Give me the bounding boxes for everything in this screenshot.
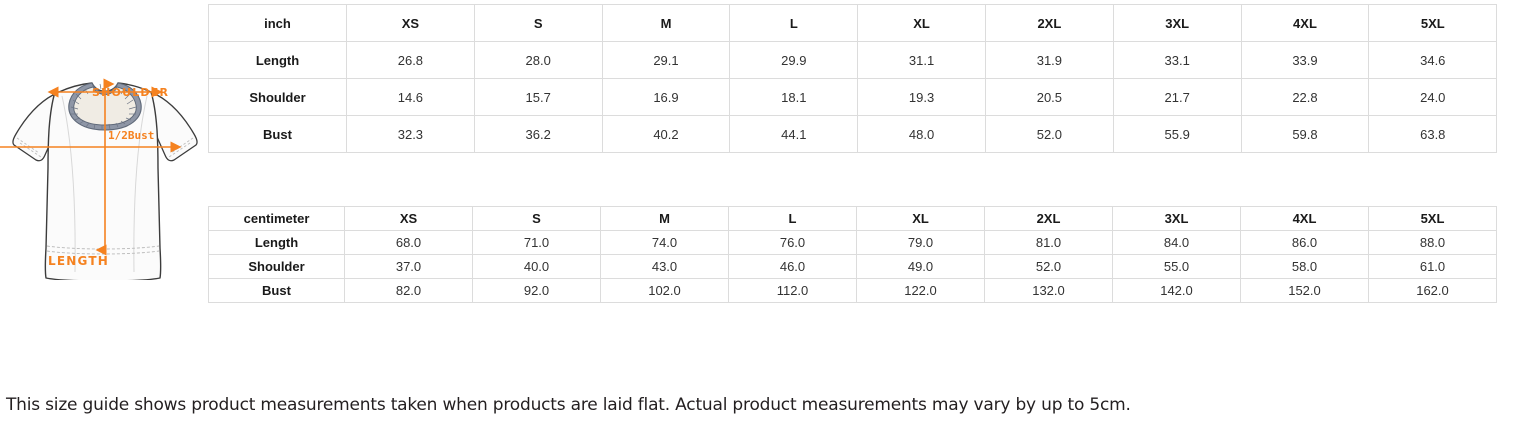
size-header-xl: XL — [856, 206, 985, 231]
row-label-bust: Bust — [208, 115, 347, 153]
cell-bust-3xl: 55.9 — [1112, 115, 1242, 153]
cell-length-m: 29.1 — [601, 41, 731, 79]
cell-length-xl: 79.0 — [856, 230, 985, 255]
cell-length-xl: 31.1 — [857, 41, 986, 79]
cell-bust-m: 102.0 — [600, 278, 729, 303]
size-header-xl: XL — [857, 4, 986, 42]
cell-length-2xl: 81.0 — [984, 230, 1113, 255]
cell-bust-xs: 32.3 — [346, 115, 475, 153]
size-header-xs: XS — [346, 4, 475, 42]
cell-length-l: 76.0 — [728, 230, 857, 255]
unit-header-inch: inch — [208, 4, 347, 42]
size-header-4xl: 4XL — [1240, 4, 1370, 42]
cell-bust-l: 112.0 — [728, 278, 857, 303]
cell-bust-xs: 82.0 — [344, 278, 473, 303]
row-label-shoulder: Shoulder — [208, 78, 347, 116]
size-header-2xl: 2XL — [984, 206, 1113, 231]
cell-shoulder-xl: 49.0 — [856, 254, 985, 279]
unit-header-centimeter: centimeter — [208, 206, 345, 231]
size-header-3xl: 3XL — [1112, 4, 1242, 42]
cell-shoulder-l: 46.0 — [728, 254, 857, 279]
size-table-centimeter-body: centimeter XS S M L XL 2XL 3XL 4XL 5XL L… — [208, 206, 1497, 303]
table-header-row: inch XS S M L XL 2XL 3XL 4XL 5XL — [208, 4, 1498, 42]
table-row: Length 26.8 28.0 29.1 29.9 31.1 31.9 33.… — [208, 41, 1498, 79]
t-shirt-measurement-diagram: SHOULDER 1/2Bust LENGTH — [0, 50, 207, 280]
cell-bust-l: 44.1 — [729, 115, 859, 153]
cell-length-3xl: 33.1 — [1112, 41, 1242, 79]
cell-shoulder-s: 15.7 — [473, 78, 603, 116]
size-header-m: M — [601, 4, 731, 42]
cell-bust-m: 40.2 — [601, 115, 731, 153]
table-row: Shoulder 37.0 40.0 43.0 46.0 49.0 52.0 5… — [208, 254, 1497, 279]
cell-length-l: 29.9 — [729, 41, 859, 79]
cell-bust-4xl: 152.0 — [1240, 278, 1369, 303]
size-header-s: S — [472, 206, 601, 231]
cell-shoulder-4xl: 58.0 — [1240, 254, 1369, 279]
cell-length-s: 71.0 — [472, 230, 601, 255]
cell-shoulder-3xl: 21.7 — [1112, 78, 1242, 116]
size-header-l: L — [728, 206, 857, 231]
cell-bust-s: 36.2 — [473, 115, 603, 153]
cell-bust-2xl: 132.0 — [984, 278, 1113, 303]
row-label-shoulder: Shoulder — [208, 254, 345, 279]
size-header-4xl: 4XL — [1240, 206, 1369, 231]
size-header-2xl: 2XL — [984, 4, 1114, 42]
cell-bust-4xl: 59.8 — [1240, 115, 1370, 153]
cell-shoulder-s: 40.0 — [472, 254, 601, 279]
measurement-annotations: SHOULDER 1/2Bust LENGTH — [0, 78, 182, 268]
size-header-m: M — [600, 206, 729, 231]
table-row: Length 68.0 71.0 74.0 76.0 79.0 81.0 84.… — [208, 230, 1497, 255]
cell-shoulder-m: 16.9 — [601, 78, 731, 116]
cell-shoulder-3xl: 55.0 — [1112, 254, 1241, 279]
cell-bust-s: 92.0 — [472, 278, 601, 303]
cell-length-5xl: 34.6 — [1368, 41, 1498, 79]
cell-bust-2xl: 52.0 — [984, 115, 1114, 153]
cell-shoulder-xs: 37.0 — [344, 254, 473, 279]
size-header-s: S — [473, 4, 603, 42]
cell-bust-5xl: 63.8 — [1368, 115, 1498, 153]
size-table-centimeter: centimeter XS S M L XL 2XL 3XL 4XL 5XL L… — [208, 206, 1497, 303]
cell-bust-5xl: 162.0 — [1368, 278, 1497, 303]
size-header-3xl: 3XL — [1112, 206, 1241, 231]
cell-length-2xl: 31.9 — [984, 41, 1114, 79]
cell-shoulder-5xl: 61.0 — [1368, 254, 1497, 279]
cell-shoulder-xl: 19.3 — [857, 78, 986, 116]
cell-length-s: 28.0 — [473, 41, 603, 79]
cell-length-4xl: 33.9 — [1240, 41, 1370, 79]
cell-shoulder-m: 43.0 — [600, 254, 729, 279]
cell-bust-3xl: 142.0 — [1112, 278, 1241, 303]
size-header-l: L — [729, 4, 859, 42]
cell-shoulder-4xl: 22.8 — [1240, 78, 1370, 116]
table-row: Bust 32.3 36.2 40.2 44.1 48.0 52.0 55.9 … — [208, 115, 1498, 153]
size-table-inch: inch XS S M L XL 2XL 3XL 4XL 5XL Length … — [208, 4, 1498, 153]
cell-bust-xl: 48.0 — [857, 115, 986, 153]
cell-shoulder-5xl: 24.0 — [1368, 78, 1498, 116]
size-table-inch-body: inch XS S M L XL 2XL 3XL 4XL 5XL Length … — [208, 4, 1498, 153]
cell-length-3xl: 84.0 — [1112, 230, 1241, 255]
shoulder-label: SHOULDER — [92, 86, 169, 99]
table-row: Bust 82.0 92.0 102.0 112.0 122.0 132.0 1… — [208, 278, 1497, 303]
row-label-length: Length — [208, 41, 347, 79]
cell-length-m: 74.0 — [600, 230, 729, 255]
half-bust-label: 1/2Bust — [108, 129, 154, 142]
size-header-5xl: 5XL — [1368, 4, 1498, 42]
cell-bust-xl: 122.0 — [856, 278, 985, 303]
cell-length-5xl: 88.0 — [1368, 230, 1497, 255]
size-header-5xl: 5XL — [1368, 206, 1497, 231]
cell-shoulder-l: 18.1 — [729, 78, 859, 116]
cell-length-xs: 68.0 — [344, 230, 473, 255]
length-label: LENGTH — [48, 254, 109, 268]
table-header-row: centimeter XS S M L XL 2XL 3XL 4XL 5XL — [208, 206, 1497, 231]
row-label-length: Length — [208, 230, 345, 255]
cell-shoulder-2xl: 52.0 — [984, 254, 1113, 279]
row-label-bust: Bust — [208, 278, 345, 303]
cell-length-4xl: 86.0 — [1240, 230, 1369, 255]
cell-shoulder-xs: 14.6 — [346, 78, 475, 116]
cell-shoulder-2xl: 20.5 — [984, 78, 1114, 116]
size-header-xs: XS — [344, 206, 473, 231]
table-row: Shoulder 14.6 15.7 16.9 18.1 19.3 20.5 2… — [208, 78, 1498, 116]
size-guide-note: This size guide shows product measuremen… — [6, 395, 1131, 415]
cell-length-xs: 26.8 — [346, 41, 475, 79]
